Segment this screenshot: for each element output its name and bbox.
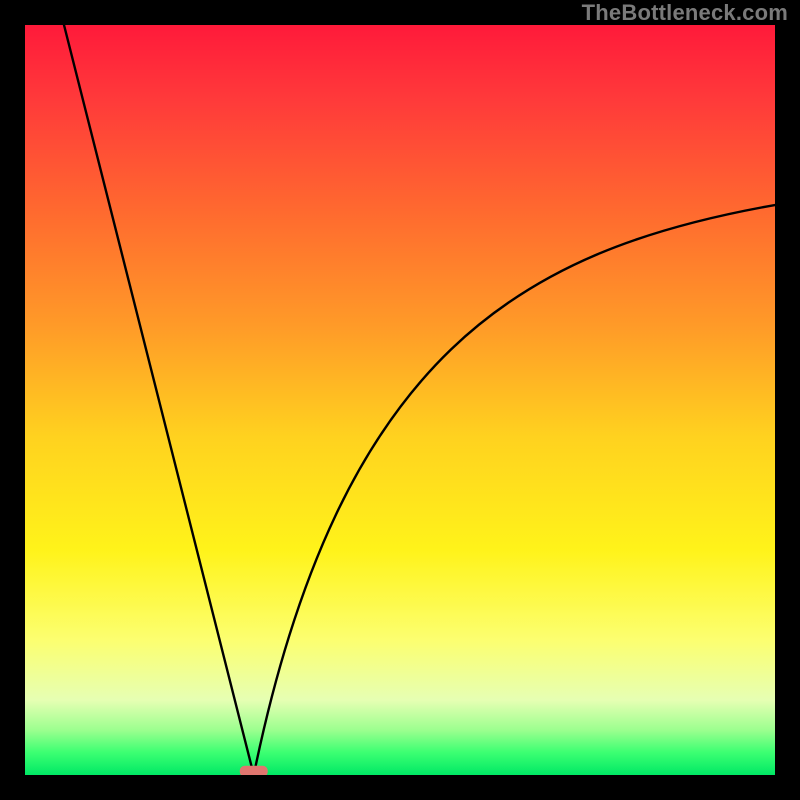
bottleneck-curve-chart (25, 25, 775, 775)
gradient-background (25, 25, 775, 775)
chart-frame: TheBottleneck.com (0, 0, 800, 800)
watermark-text: TheBottleneck.com (582, 0, 788, 26)
minimum-marker (240, 766, 268, 775)
plot-area (25, 25, 775, 775)
